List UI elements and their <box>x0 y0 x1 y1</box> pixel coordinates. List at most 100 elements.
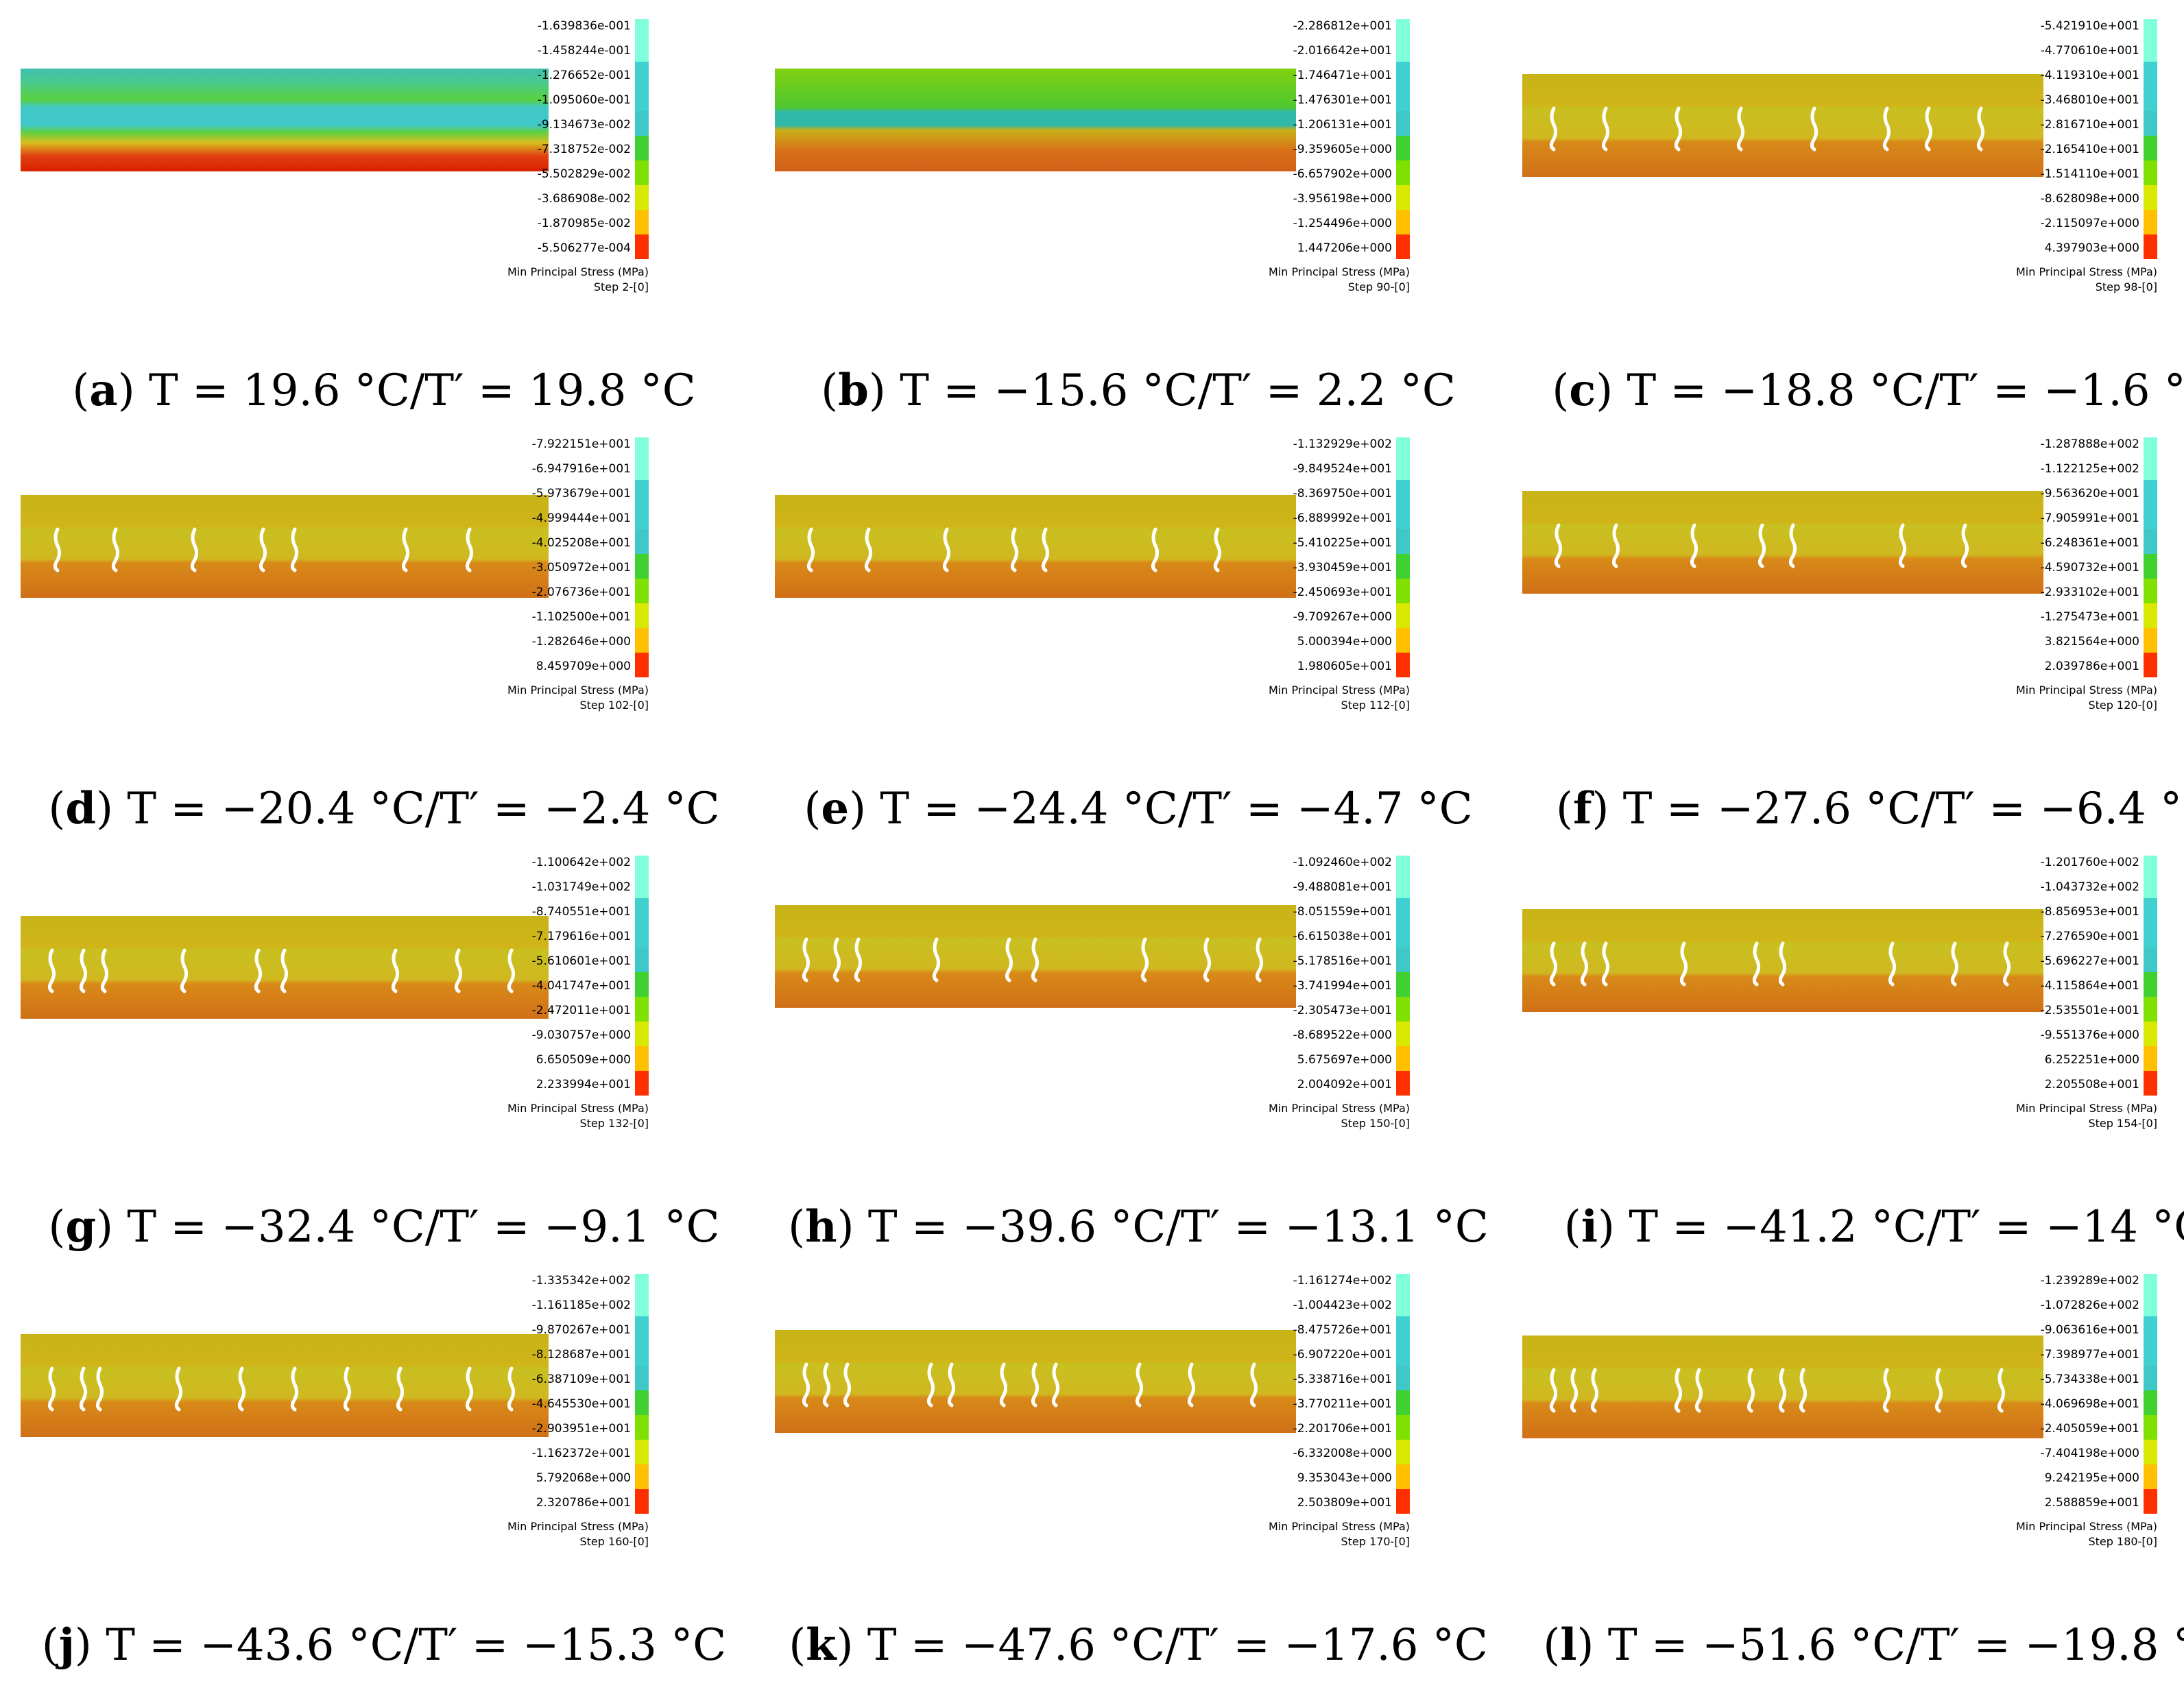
legend-value: -8.628098e+000 <box>2041 192 2139 206</box>
legend-swatch <box>2144 1022 2157 1046</box>
legend-value: -9.563620e+001 <box>2041 487 2139 500</box>
legend-value: -1.095060e-001 <box>538 93 631 107</box>
panel-caption: (i) T = −41.2 °C/T′ = −14 °C <box>1522 1201 2184 1253</box>
legend-value: -6.387109e+001 <box>532 1373 631 1386</box>
legend-value: -4.025208e+001 <box>532 536 631 550</box>
stress-contour-h <box>775 905 1296 1008</box>
legend-swatch <box>1396 1489 1410 1514</box>
legend-value: -1.031749e+002 <box>532 880 631 894</box>
legend-quantity: Min Principal Stress (MPa) <box>507 683 649 698</box>
legend-value: -7.276590e+001 <box>2041 930 2139 943</box>
legend-swatch <box>635 603 649 628</box>
legend-value: -9.030757e+000 <box>532 1028 631 1042</box>
legend-values: -1.201760e+002-1.043732e+002-8.856953e+0… <box>2016 856 2139 1102</box>
legend-title: Min Principal Stress (MPa)Step 2-[0] <box>507 265 649 295</box>
legend-swatch <box>1396 1022 1410 1046</box>
legend-swatch <box>1396 1046 1410 1071</box>
panel-letter: e <box>821 783 849 834</box>
legend-value: -7.922151e+001 <box>532 437 631 451</box>
legend-value: -2.286812e+001 <box>1293 19 1392 33</box>
legend-value: -4.999444e+001 <box>532 511 631 525</box>
caption-text: T = −47.6 °C/T′ = −17.6 °C <box>867 1620 1488 1671</box>
legend-swatch <box>635 1292 649 1316</box>
legend-values: -1.639836e-001-1.458244e-001-1.276652e-0… <box>507 19 631 266</box>
legend-swatch <box>635 1464 649 1489</box>
legend-quantity: Min Principal Stress (MPa) <box>2016 265 2157 280</box>
legend-swatch <box>1396 1341 1410 1366</box>
legend-swatch <box>2144 86 2157 111</box>
panel-caption: (b) T = −15.6 °C/T′ = 2.2 °C <box>775 365 1502 416</box>
legend-swatch <box>635 1440 649 1464</box>
legend-values: -5.421910e+001-4.770610e+001-4.119310e+0… <box>2016 19 2139 266</box>
legend-step: Step 2-[0] <box>507 280 649 295</box>
legend-swatch <box>2144 1390 2157 1415</box>
legend-quantity: Min Principal Stress (MPa) <box>1269 265 1410 280</box>
legend-swatch <box>635 505 649 529</box>
stress-contour-b <box>775 69 1296 171</box>
legend-value: -9.849524e+001 <box>1293 462 1392 476</box>
caption-text: T = −51.6 °C/T′ = −19.8 °C <box>1608 1620 2184 1671</box>
legend-swatch <box>1396 579 1410 603</box>
legend-swatch <box>2144 1415 2157 1440</box>
legend-value: 6.252251e+000 <box>2045 1053 2139 1067</box>
legend-value: -1.514110e+001 <box>2041 167 2139 181</box>
legend-swatch <box>2144 62 2157 86</box>
legend-swatch <box>2144 505 2157 529</box>
legend-value: -2.016642e+001 <box>1293 44 1392 58</box>
legend-swatch <box>635 898 649 923</box>
legend-swatch <box>2144 1440 2157 1464</box>
legend-value: 2.004092e+001 <box>1297 1078 1392 1091</box>
legend-swatch <box>635 19 649 37</box>
legend-swatch <box>1396 62 1410 86</box>
legend-swatch <box>635 1071 649 1096</box>
legend-value: -4.119310e+001 <box>2041 69 2139 82</box>
legend-value: -1.335342e+002 <box>532 1274 631 1288</box>
legend-value: -1.100642e+002 <box>532 856 631 869</box>
legend-value: 6.650509e+000 <box>536 1053 631 1067</box>
panel-letter: l <box>1560 1619 1576 1671</box>
legend-value: 2.503809e+001 <box>1297 1496 1392 1510</box>
panel-c: -5.421910e+001-4.770610e+001-4.119310e+0… <box>1522 19 2184 437</box>
legend-swatch <box>635 160 649 185</box>
legend-swatch <box>2144 1366 2157 1390</box>
legend-values: -1.100642e+002-1.031749e+002-8.740551e+0… <box>507 856 631 1102</box>
legend-value: -2.405059e+001 <box>2041 1422 2139 1436</box>
legend-swatch <box>2144 856 2157 873</box>
legend-swatch <box>1396 923 1410 947</box>
legend-value: -1.476301e+001 <box>1293 93 1392 107</box>
legend-value: -7.179616e+001 <box>532 930 631 943</box>
legend-swatch <box>2144 210 2157 234</box>
legend-value: -1.043732e+002 <box>2041 880 2139 894</box>
legend-color-bar <box>1396 1274 1410 1515</box>
color-legend-d: -7.922151e+001-6.947916e+001-5.973679e+0… <box>507 437 651 732</box>
legend-value: -7.398977e+001 <box>2041 1348 2139 1362</box>
legend-value: -1.275473e+001 <box>2041 610 2139 624</box>
legend-step: Step 120-[0] <box>2016 698 2157 713</box>
legend-swatch <box>1396 455 1410 480</box>
legend-swatch <box>1396 1440 1410 1464</box>
legend-swatch <box>2144 923 2157 947</box>
legend-value: -1.004423e+002 <box>1293 1298 1392 1312</box>
legend-swatch <box>1396 19 1410 37</box>
legend-swatch <box>2144 1489 2157 1514</box>
color-legend-f: -1.287888e+002-1.122125e+002-9.563620e+0… <box>2016 437 2160 732</box>
legend-swatch <box>1396 1464 1410 1489</box>
legend-quantity: Min Principal Stress (MPa) <box>2016 1101 2157 1116</box>
legend-swatch <box>1396 997 1410 1022</box>
legend-value: -8.051559e+001 <box>1293 905 1392 919</box>
legend-value: -2.933102e+001 <box>2041 585 2139 599</box>
caption-text: T = −39.6 °C/T′ = −13.1 °C <box>868 1202 1489 1253</box>
panel-caption: (j) T = −43.6 °C/T′ = −15.3 °C <box>21 1619 747 1671</box>
legend-value: -3.050972e+001 <box>532 561 631 575</box>
caption-text: T = 19.6 °C/T′ = 19.8 °C <box>149 365 696 416</box>
stress-contour-g <box>21 916 549 1019</box>
legend-value: -3.930459e+001 <box>1293 561 1392 575</box>
legend-color-bar <box>2144 19 2157 261</box>
legend-swatch <box>635 1274 649 1292</box>
legend-swatch <box>635 136 649 160</box>
legend-swatch <box>635 628 649 653</box>
legend-value: -1.201760e+002 <box>2041 856 2139 869</box>
legend-value: -8.369750e+001 <box>1293 487 1392 500</box>
legend-swatch <box>1396 603 1410 628</box>
